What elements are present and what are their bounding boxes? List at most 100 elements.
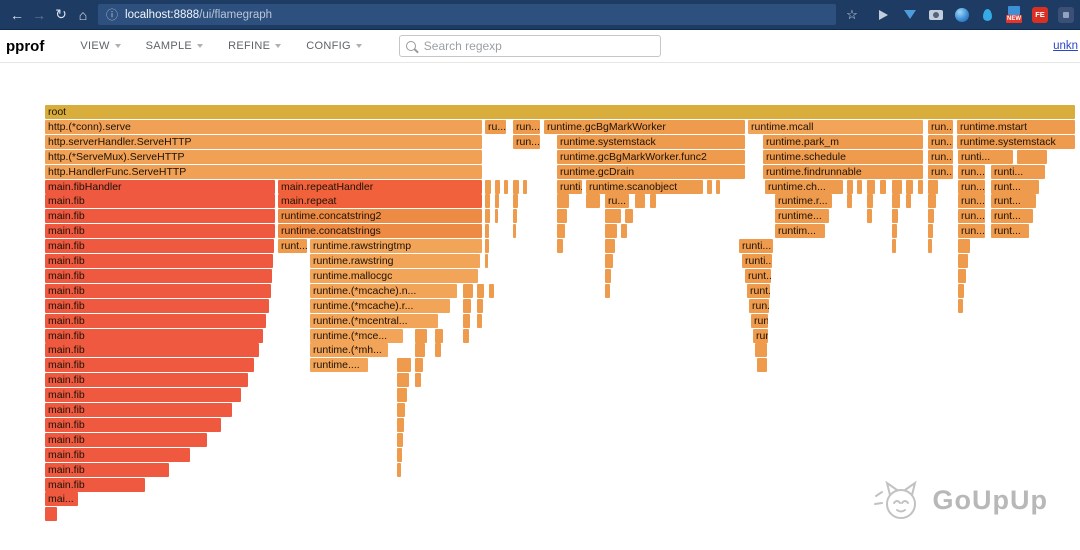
flame-block-http-handlerfunc-servehttp[interactable]: http.HandlerFunc.ServeHTTP [45, 164, 482, 179]
flame-block[interactable] [906, 194, 911, 209]
flame-block[interactable] [415, 343, 425, 358]
flame-block-runtime-mce[interactable]: runtime.(*mce... [310, 328, 403, 343]
flame-block-main-fib[interactable]: main.fib [45, 283, 271, 298]
flame-block[interactable] [495, 194, 499, 209]
flame-block-run[interactable]: run... [928, 119, 953, 134]
flame-block-runtime[interactable]: runtime... [775, 209, 829, 224]
flame-block-run[interactable]: run... [958, 164, 985, 179]
flame-block[interactable] [586, 194, 600, 209]
flame-block-runtime-rawstring[interactable]: runtime.rawstring [310, 254, 480, 268]
flame-block-mai[interactable]: mai... [45, 492, 78, 507]
flame-block[interactable] [485, 179, 491, 194]
back-icon[interactable]: ← [10, 6, 24, 23]
flame-block[interactable] [463, 313, 470, 328]
flame-block-runtime-mcentral[interactable]: runtime.(*mcentral... [310, 313, 438, 328]
share-icon[interactable] [875, 6, 892, 23]
flame-block-main-fib[interactable]: main.fib [45, 417, 221, 432]
flame-block[interactable] [45, 507, 57, 522]
flame-block-runtime-mcache-r[interactable]: runtime.(*mcache).r... [310, 298, 450, 313]
flame-block[interactable] [906, 179, 913, 194]
flame-block-main-fib[interactable]: main.fib [45, 447, 190, 462]
search-box[interactable] [398, 35, 661, 57]
flame-block[interactable] [485, 209, 490, 224]
flame-block-run[interactable]: run... [958, 209, 985, 224]
flame-block[interactable] [477, 298, 483, 313]
flame-block[interactable] [477, 283, 484, 298]
flame-block-run[interactable]: run... [958, 179, 985, 194]
flame-block-run[interactable]: run... [749, 298, 769, 313]
flame-block[interactable] [477, 313, 482, 328]
flame-block-runt[interactable]: runt... [278, 239, 307, 254]
flame-block[interactable] [397, 388, 407, 403]
flame-block[interactable] [397, 373, 409, 388]
flame-block-http-serverhandler-servehttp[interactable]: http.serverHandler.ServeHTTP [45, 134, 482, 149]
flame-block-http-servemux-servehttp[interactable]: http.(*ServeMux).ServeHTTP [45, 149, 482, 164]
flame-block-runtime-concatstring2[interactable]: runtime.concatstring2 [278, 209, 482, 224]
flame-block[interactable] [958, 239, 970, 254]
globe-icon[interactable] [953, 6, 970, 23]
flame-block[interactable] [397, 462, 401, 477]
flame-block[interactable] [650, 194, 656, 209]
flame-block[interactable] [463, 328, 469, 343]
search-input[interactable] [421, 38, 654, 54]
flame-block-main-fib[interactable]: main.fib [45, 403, 232, 417]
flame-block[interactable] [463, 283, 473, 298]
flame-block-run[interactable]: run... [958, 224, 985, 239]
flame-block[interactable] [485, 194, 490, 209]
flame-block[interactable] [716, 179, 720, 194]
flame-block[interactable] [928, 224, 933, 239]
bookmark-star-icon[interactable]: ☆ [846, 6, 858, 22]
flame-block-main-fib[interactable]: main.fib [45, 432, 207, 447]
flame-block-runtime-findrunnable[interactable]: runtime.findrunnable [763, 164, 923, 179]
flame-block[interactable] [415, 373, 421, 388]
site-info-icon[interactable]: ⓘ [106, 8, 119, 22]
flame-block-runtime-gcdrain[interactable]: runtime.gcDrain [557, 164, 745, 179]
flame-block-root[interactable]: root [45, 105, 1075, 119]
flame-block[interactable] [892, 224, 897, 239]
flame-block-run[interactable]: run... [751, 313, 768, 328]
flame-block[interactable] [857, 179, 862, 194]
flame-block-main-fib[interactable]: main.fib [45, 268, 272, 283]
flame-block[interactable] [847, 179, 853, 194]
flame-block[interactable] [513, 179, 519, 194]
flame-block[interactable] [489, 283, 494, 298]
flame-block-runt[interactable]: runt... [991, 179, 1039, 194]
flame-block-runtim[interactable]: runtim... [775, 224, 825, 239]
flame-block[interactable] [635, 194, 645, 209]
flame-block-main-fibhandler[interactable]: main.fibHandler [45, 179, 275, 194]
flame-block[interactable] [435, 343, 441, 358]
flame-block[interactable] [605, 254, 613, 268]
flame-block[interactable] [397, 432, 403, 447]
flame-block-runtime-ch[interactable]: runtime.ch... [765, 179, 843, 194]
flame-block[interactable] [557, 194, 569, 209]
flame-block[interactable] [397, 447, 402, 462]
flame-block[interactable] [958, 254, 968, 268]
extension-fe-icon[interactable]: FE [1032, 6, 1048, 23]
flame-block[interactable] [605, 283, 610, 298]
flame-block[interactable] [495, 209, 498, 224]
camera-icon[interactable] [927, 6, 944, 23]
flame-block-runtime-schedule[interactable]: runtime.schedule [763, 149, 923, 164]
flame-block-runti[interactable]: runti... [557, 179, 582, 194]
flame-block-http-conn-serve[interactable]: http.(*conn).serve [45, 119, 482, 134]
flame-block[interactable] [435, 328, 443, 343]
flame-block-runti[interactable]: runti... [991, 164, 1045, 179]
flame-block[interactable] [495, 179, 500, 194]
flame-block-main-fib[interactable]: main.fib [45, 328, 263, 343]
flame-block[interactable] [397, 417, 404, 432]
flame-block-runtime-mh[interactable]: runtime.(*mh... [310, 343, 388, 358]
flame-block-main-fib[interactable]: main.fib [45, 462, 169, 477]
forward-icon[interactable]: → [32, 6, 46, 23]
flame-block-run[interactable]: run... [928, 134, 953, 149]
menu-config[interactable]: CONFIG [306, 40, 362, 52]
extension-new-icon[interactable]: NEW [1005, 6, 1023, 23]
flame-block-runti[interactable]: runti... [739, 239, 773, 254]
flame-block-main-repeathandler[interactable]: main.repeatHandler [278, 179, 482, 194]
reload-icon[interactable]: ↻ [55, 6, 67, 22]
flame-block-runtime-mallocgc[interactable]: runtime.mallocgc [310, 268, 478, 283]
flame-block[interactable] [892, 239, 896, 254]
flame-block[interactable] [867, 179, 875, 194]
flame-block-runti[interactable]: runti... [742, 254, 772, 268]
flame-block-main-fib[interactable]: main.fib [45, 239, 274, 254]
drop-icon[interactable] [979, 6, 996, 23]
